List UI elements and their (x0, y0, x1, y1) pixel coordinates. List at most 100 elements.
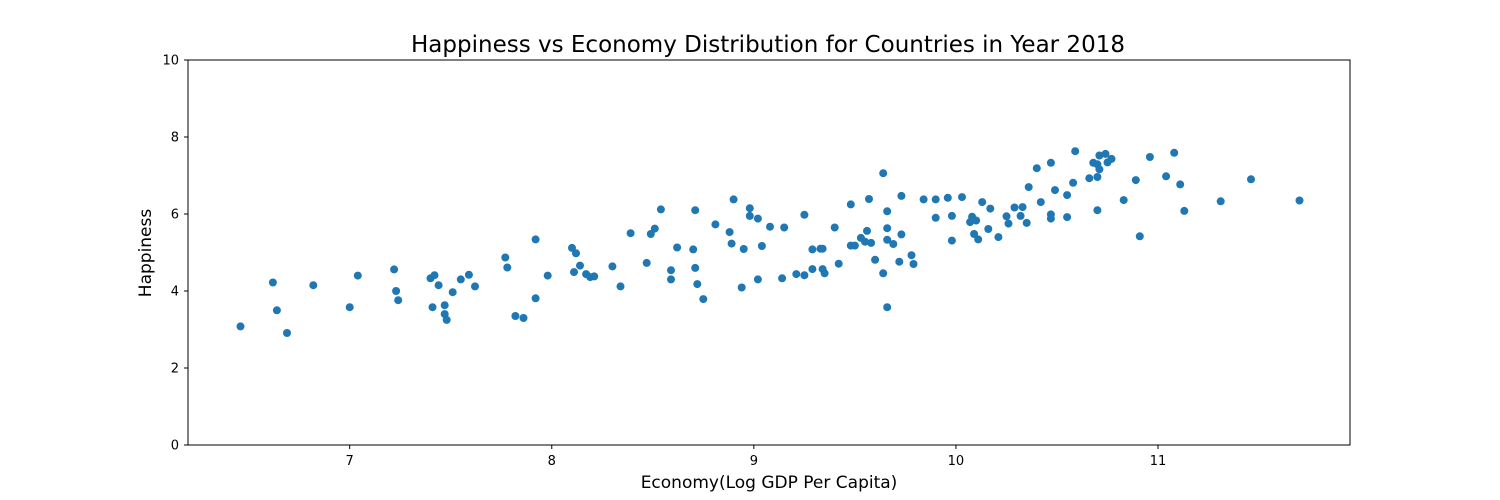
data-point (309, 281, 318, 290)
data-point (1004, 219, 1013, 228)
data-point (931, 213, 940, 222)
data-point (1071, 147, 1080, 156)
data-point (883, 224, 892, 233)
data-point (1063, 191, 1072, 200)
data-point (430, 271, 439, 280)
data-point (861, 237, 869, 246)
data-point (691, 206, 700, 215)
data-point (711, 220, 720, 229)
data-point (1101, 149, 1110, 158)
data-point (1180, 206, 1189, 215)
x-tick-label: 8 (548, 454, 556, 469)
data-point (1131, 176, 1140, 185)
data-point (236, 322, 245, 331)
data-point (818, 244, 827, 253)
data-point (883, 235, 892, 244)
data-point (667, 275, 675, 284)
data-point (471, 282, 479, 291)
y-tick-label: 8 (171, 131, 179, 146)
data-point (519, 314, 528, 322)
data-point (531, 294, 540, 303)
data-point (503, 263, 512, 272)
data-point (871, 255, 880, 264)
data-point (345, 303, 354, 312)
data-point (889, 240, 898, 248)
data-point (846, 200, 855, 209)
data-point (895, 257, 904, 266)
data-point (576, 261, 584, 270)
data-point (834, 259, 843, 268)
data-point (667, 266, 675, 275)
data-point (800, 271, 809, 280)
data-point (442, 315, 451, 324)
data-point (268, 278, 277, 287)
data-point (947, 211, 956, 220)
data-point (984, 225, 993, 233)
data-point (974, 235, 983, 244)
data-point (693, 280, 702, 289)
data-point (456, 275, 465, 284)
data-point (986, 204, 995, 213)
plot-frame (187, 59, 1351, 446)
data-point (1002, 212, 1011, 221)
data-point (673, 243, 682, 252)
x-tick-label: 11 (1150, 454, 1167, 469)
data-point (1010, 203, 1019, 212)
data-point (283, 329, 291, 337)
data-point (1046, 214, 1055, 223)
data-point (727, 239, 736, 248)
data-point (863, 226, 871, 235)
data-point (739, 245, 748, 253)
data-point (428, 303, 437, 312)
data-point (725, 228, 734, 237)
data-point (1170, 148, 1179, 157)
data-point (808, 265, 817, 274)
data-point (1176, 180, 1185, 189)
data-point (994, 233, 1003, 242)
y-axis-title: Happiness (136, 209, 156, 298)
data-point (1093, 173, 1102, 181)
x-tick-label: 7 (346, 454, 354, 469)
data-point (865, 195, 873, 203)
y-tick-label: 2 (171, 362, 179, 377)
data-point (1085, 174, 1094, 183)
data-point (1022, 218, 1031, 227)
data-point (448, 288, 457, 297)
data-point (642, 258, 651, 267)
data-point (753, 214, 762, 223)
x-tick-label: 10 (948, 454, 965, 469)
data-point (608, 262, 617, 271)
data-point (931, 195, 940, 204)
data-point (570, 268, 578, 277)
y-tick-label: 0 (171, 439, 179, 454)
data-point (1095, 151, 1104, 160)
data-point (753, 275, 762, 284)
data-point (897, 230, 906, 239)
y-tick-label: 6 (171, 208, 179, 223)
data-point (543, 271, 552, 280)
data-point (1216, 197, 1225, 206)
data-point (434, 281, 443, 290)
data-point (947, 236, 956, 245)
data-point (699, 295, 708, 304)
data-point (1036, 198, 1045, 207)
data-point (1107, 154, 1116, 163)
data-point (1046, 158, 1055, 167)
data-point (656, 205, 665, 214)
data-point (1051, 186, 1059, 195)
data-point (972, 216, 981, 225)
data-point (800, 210, 809, 219)
y-tick-label: 4 (171, 285, 179, 300)
data-point (737, 283, 746, 292)
data-point (883, 303, 892, 312)
data-point (590, 272, 599, 281)
data-point (883, 207, 892, 216)
data-point (745, 204, 754, 213)
data-point (943, 193, 952, 202)
data-point (1119, 196, 1128, 205)
data-point (830, 223, 839, 232)
data-point (820, 269, 829, 278)
x-axis-title: Economy(Log GDP Per Capita) (641, 473, 898, 493)
